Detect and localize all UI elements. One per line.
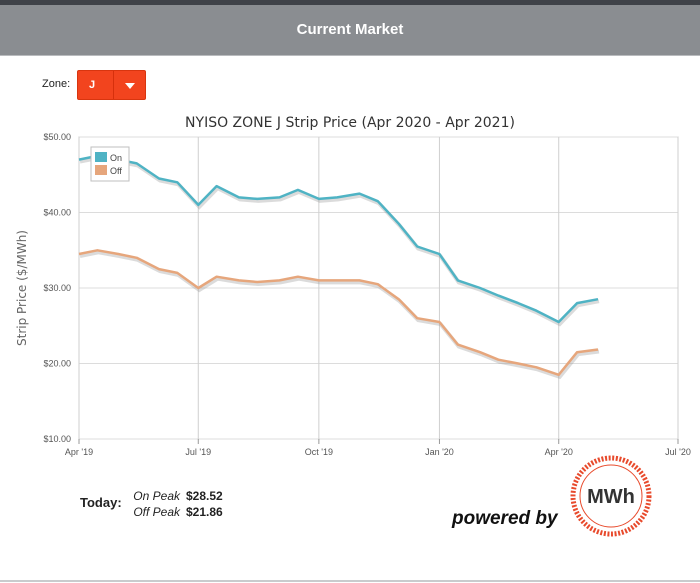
series-on-line	[78, 154, 599, 324]
legend-label-off: Off	[110, 166, 122, 176]
legend[interactable]: On Off	[90, 146, 130, 182]
on-peak-value: $28.52	[186, 489, 223, 503]
page-title: Current Market	[296, 21, 404, 38]
y-tick-label: $20.00	[43, 359, 71, 369]
bottom-divider	[0, 580, 700, 582]
legend-label-on: On	[110, 153, 122, 163]
mwh-logo[interactable]: MWh	[570, 455, 652, 537]
off-peak-label: Off Peak	[133, 505, 180, 519]
x-tick-label: Jan '20	[425, 447, 454, 457]
peak-values: $28.52 $21.86	[186, 488, 223, 520]
top-stripe	[0, 0, 700, 5]
chart-title: NYISO ZONE J Strip Price (Apr 2020 - Apr…	[185, 115, 515, 131]
x-axis-ticks: Apr '19 Jul '19 Oct '19 Jan '20 Apr '20 Jul '…	[65, 447, 691, 457]
y-tick-label: $30.00	[43, 283, 71, 293]
y-tick-label: $40.00	[43, 208, 71, 218]
zone-label: Zone:	[42, 78, 71, 90]
series-lines	[78, 154, 600, 380]
x-tick-label: Jul '19	[185, 447, 211, 457]
off-peak-value: $21.86	[186, 505, 223, 519]
y-tick-label: $50.00	[43, 132, 71, 142]
strip-price-chart: NYISO ZONE J Strip Price (Apr 2020 - Apr…	[15, 115, 691, 457]
caret-down-icon[interactable]	[125, 83, 135, 89]
header-bar: Current Market	[0, 5, 700, 56]
logo-text: MWh	[587, 486, 635, 508]
legend-swatch-off	[95, 165, 107, 175]
peak-labels: On Peak Off Peak	[130, 488, 180, 520]
x-tick-label: Apr '19	[65, 447, 93, 457]
series-on-shadow	[79, 155, 600, 327]
zone-dropdown[interactable]: J	[77, 70, 146, 100]
series-off-shadow	[79, 250, 600, 380]
x-tick-label: Jul '20	[665, 447, 691, 457]
series-off-line	[78, 249, 599, 377]
zone-selected-value: J	[89, 79, 96, 91]
y-tick-label: $10.00	[43, 434, 71, 444]
today-label: Today:	[80, 495, 122, 510]
x-tick-label: Oct '19	[305, 447, 333, 457]
x-tick-label: Apr '20	[545, 447, 573, 457]
legend-swatch-on	[95, 152, 107, 162]
y-axis-ticks: $10.00 $20.00 $30.00 $40.00 $50.00	[43, 132, 71, 444]
y-axis-label: Strip Price ($/MWh)	[15, 230, 29, 346]
zone-dropdown-divider	[113, 71, 114, 99]
grid-lines	[78, 136, 679, 444]
powered-by-text: powered by	[452, 508, 558, 529]
on-peak-label: On Peak	[133, 489, 180, 503]
